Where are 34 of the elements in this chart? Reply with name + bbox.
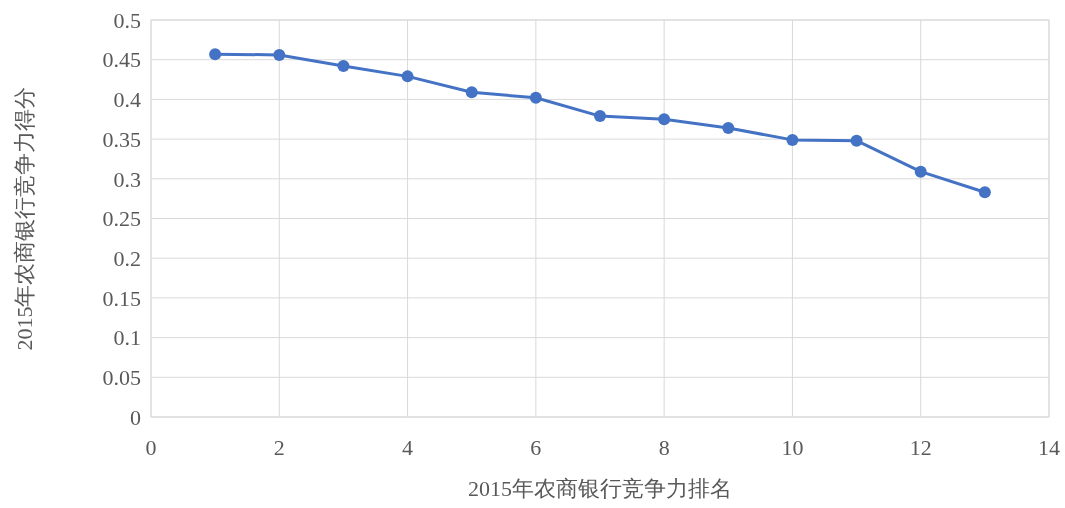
y-tick-label: 0 <box>130 404 141 430</box>
x-tick-label: 4 <box>402 434 414 460</box>
x-tick-label: 10 <box>781 434 804 460</box>
y-tick-label: 0.45 <box>102 47 141 73</box>
x-tick-label: 8 <box>658 434 670 460</box>
point <box>465 86 478 99</box>
point <box>337 60 350 73</box>
point <box>658 113 671 126</box>
point <box>914 165 927 178</box>
point <box>850 134 863 147</box>
y-tick-label: 0.4 <box>113 87 141 113</box>
point <box>594 110 606 123</box>
y-tick-label: 0.05 <box>102 365 141 390</box>
y-tick-label: 0.5 <box>113 7 141 33</box>
y-tick-label: 0.15 <box>102 285 141 311</box>
point <box>722 121 735 134</box>
x-tick-label: 12 <box>909 434 932 460</box>
y-axis-title: 2015年农商银行竞争力得分 <box>12 86 37 351</box>
point <box>401 70 414 83</box>
point <box>209 48 222 61</box>
point <box>978 186 991 199</box>
point <box>273 48 286 61</box>
y-tick-label: 0.2 <box>113 245 141 271</box>
x-tick-label: 0 <box>145 434 157 460</box>
x-tick-label: 14 <box>1038 434 1060 460</box>
point <box>529 91 542 104</box>
y-tick-label: 0.3 <box>113 166 141 192</box>
y-tick-label: 0.35 <box>102 126 141 152</box>
y-tick-label: 0.25 <box>102 206 141 232</box>
x-axis-title: 2015年农商银行竞争力排名 <box>468 476 732 501</box>
point <box>786 133 799 146</box>
x-tick-label: 6 <box>530 434 542 460</box>
x-tick-label: 2 <box>273 434 285 460</box>
y-tick-label: 0.1 <box>113 325 141 351</box>
